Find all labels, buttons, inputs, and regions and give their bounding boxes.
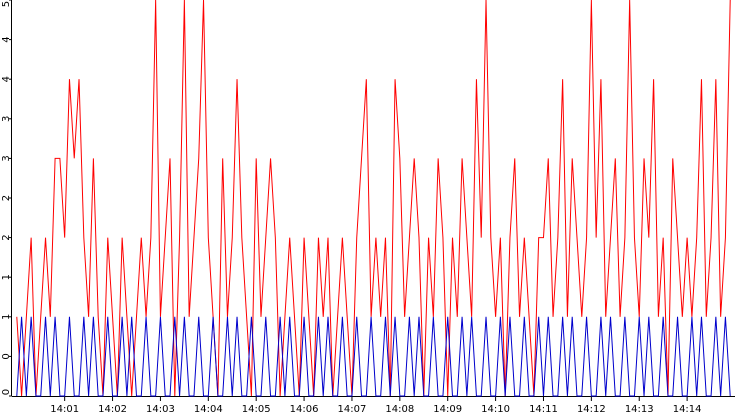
y-tick-label: 0 (1, 353, 12, 359)
y-tick-label: 1 (1, 314, 12, 320)
x-tick-label: 14:10 (481, 404, 510, 415)
y-tick-label: 0 (1, 389, 12, 395)
y-tick-label: 4 (1, 36, 12, 42)
x-tick-label: 14:12 (577, 404, 606, 415)
x-tick-label: 14:11 (529, 404, 558, 415)
x-tick-label: 14:02 (98, 404, 127, 415)
y-tick-label: 3 (1, 116, 12, 122)
x-tick-label: 14:14 (673, 404, 702, 415)
x-tick-label: 14:03 (146, 404, 175, 415)
y-tick-label: 3 (1, 155, 12, 161)
x-tick-label: 14:09 (433, 404, 462, 415)
y-tick-label: 4 (1, 76, 12, 82)
x-tick-label: 14:01 (50, 404, 79, 415)
y-tick-label: 1 (1, 274, 12, 280)
series-line (16, 316, 731, 397)
x-tick-label: 14:05 (242, 404, 271, 415)
x-tick-label: 14:06 (290, 404, 319, 415)
y-tick-label: 2 (1, 195, 12, 201)
x-tick-label: 14:04 (194, 404, 223, 415)
x-tick-label: 14:07 (338, 404, 367, 415)
y-tick-label: 2 (1, 234, 12, 240)
y-tick-label: 5 (1, 1, 12, 7)
series-line (16, 0, 731, 397)
x-tick-label: 14:13 (625, 404, 654, 415)
x-tick-label: 14:08 (385, 404, 414, 415)
